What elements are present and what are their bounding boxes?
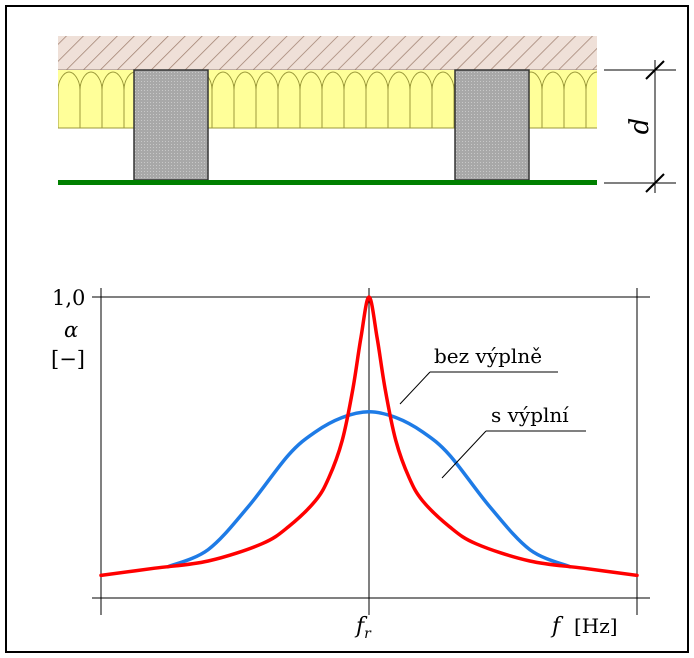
x-axis-unit: [Hz] <box>574 614 618 638</box>
y-axis-unit: [−] <box>51 347 85 371</box>
dimension-tick-bottom <box>645 173 665 193</box>
legend-s-vyplni: s výplní <box>441 403 586 479</box>
joist-right <box>454 69 530 181</box>
legend-bez-vyplne: bez výplně <box>399 344 558 405</box>
joist-left <box>133 69 209 181</box>
x-tick-fr: fr <box>354 614 372 642</box>
legend-bez-vyplne-label: bez výplně <box>434 344 542 368</box>
dimension-d: d <box>604 60 676 193</box>
legend-s-vyplni-leader <box>441 430 487 479</box>
series-s-vyplni-line <box>166 410 572 569</box>
dimension-label: d <box>625 118 655 135</box>
ceiling-panel <box>58 180 597 185</box>
series-bez-vyplne-line <box>99 295 639 578</box>
y-max-tick-label: 1,0 <box>52 286 85 310</box>
y-axis-symbol: α <box>64 318 78 342</box>
dimension-tick-top <box>645 60 665 80</box>
x-axis-symbol: f <box>550 614 564 639</box>
x-tick-subscript: r <box>364 626 372 642</box>
legend-bez-vyplne-leader <box>399 371 431 405</box>
ceiling-construction-diagram: d <box>58 36 676 193</box>
absorption-chart: 1,0 α [−] fr f [Hz] bez výplně s výplní <box>51 286 650 642</box>
legend-s-vyplni-label: s výplní <box>491 403 569 427</box>
ceiling-slab <box>58 36 597 70</box>
